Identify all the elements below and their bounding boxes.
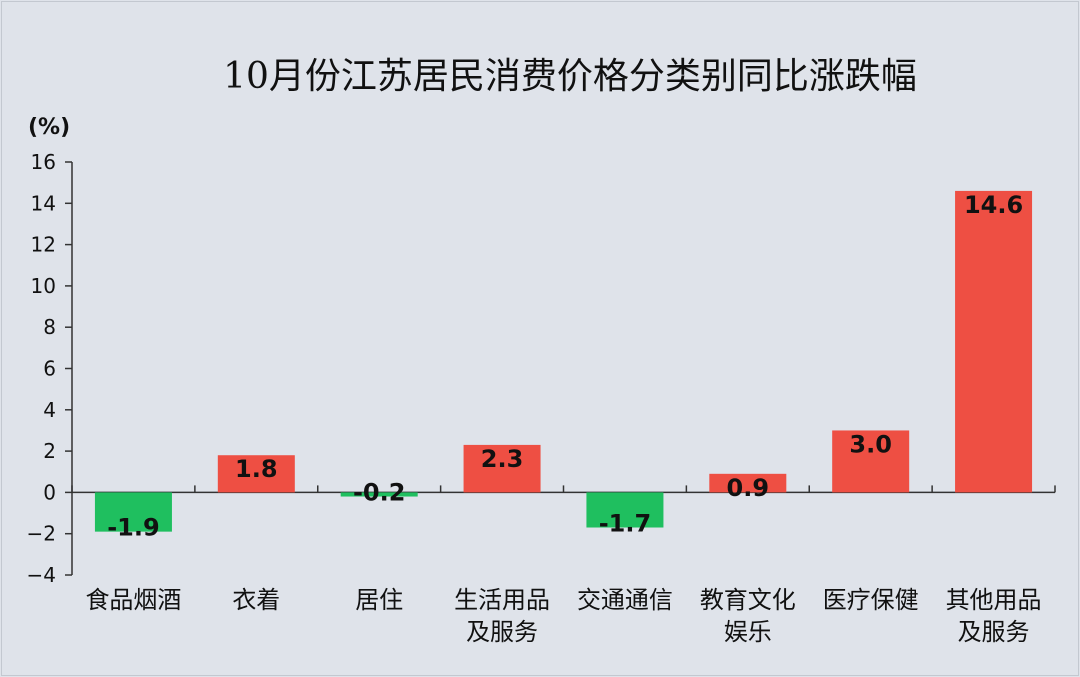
chart-title: 10月份江苏居民消费价格分类别同比涨跌幅: [223, 56, 917, 97]
x-category-label: 居住: [355, 586, 403, 614]
y-tick-label: 4: [43, 398, 56, 422]
y-tick-label: −4: [27, 563, 56, 587]
y-tick-label: 10: [31, 274, 56, 298]
y-tick-label: 2: [43, 439, 56, 463]
x-category-label: 娱乐: [724, 618, 772, 646]
data-label: 14.6: [964, 191, 1023, 219]
x-category-label: 医疗保健: [823, 586, 919, 614]
data-label: 1.8: [235, 455, 278, 483]
bar: [832, 430, 910, 493]
data-label: -1.9: [107, 514, 159, 542]
bar: [217, 455, 295, 493]
bar: [586, 492, 664, 528]
data-label: 3.0: [849, 430, 892, 458]
bar: [340, 492, 418, 497]
x-category-label: 其他用品: [946, 586, 1042, 614]
y-axis-unit-label: (%): [28, 115, 70, 140]
bar: [94, 492, 172, 532]
y-tick-label: 8: [43, 315, 56, 339]
x-category-label: 教育文化: [700, 586, 796, 614]
y-tick-label: 14: [31, 191, 56, 215]
x-category-label: 及服务: [466, 618, 538, 646]
y-tick-label: 6: [43, 357, 56, 381]
data-label: 2.3: [481, 445, 524, 473]
bar: [955, 190, 1033, 493]
data-label: -0.2: [353, 479, 405, 507]
x-category-label: 交通通信: [577, 586, 673, 614]
y-tick-label: 16: [31, 150, 56, 174]
x-category-label: 衣着: [232, 586, 280, 614]
x-category-label: 生活用品: [454, 586, 550, 614]
x-category-label: 食品烟酒: [85, 586, 181, 614]
bar: [463, 444, 541, 493]
y-tick-label: 12: [31, 233, 56, 257]
y-tick-label: 0: [43, 480, 56, 504]
x-category-label: 及服务: [958, 618, 1030, 646]
data-label: 0.9: [727, 474, 770, 502]
bar: [709, 473, 787, 493]
data-label: -1.7: [599, 510, 651, 538]
y-tick-label: −2: [27, 522, 56, 546]
